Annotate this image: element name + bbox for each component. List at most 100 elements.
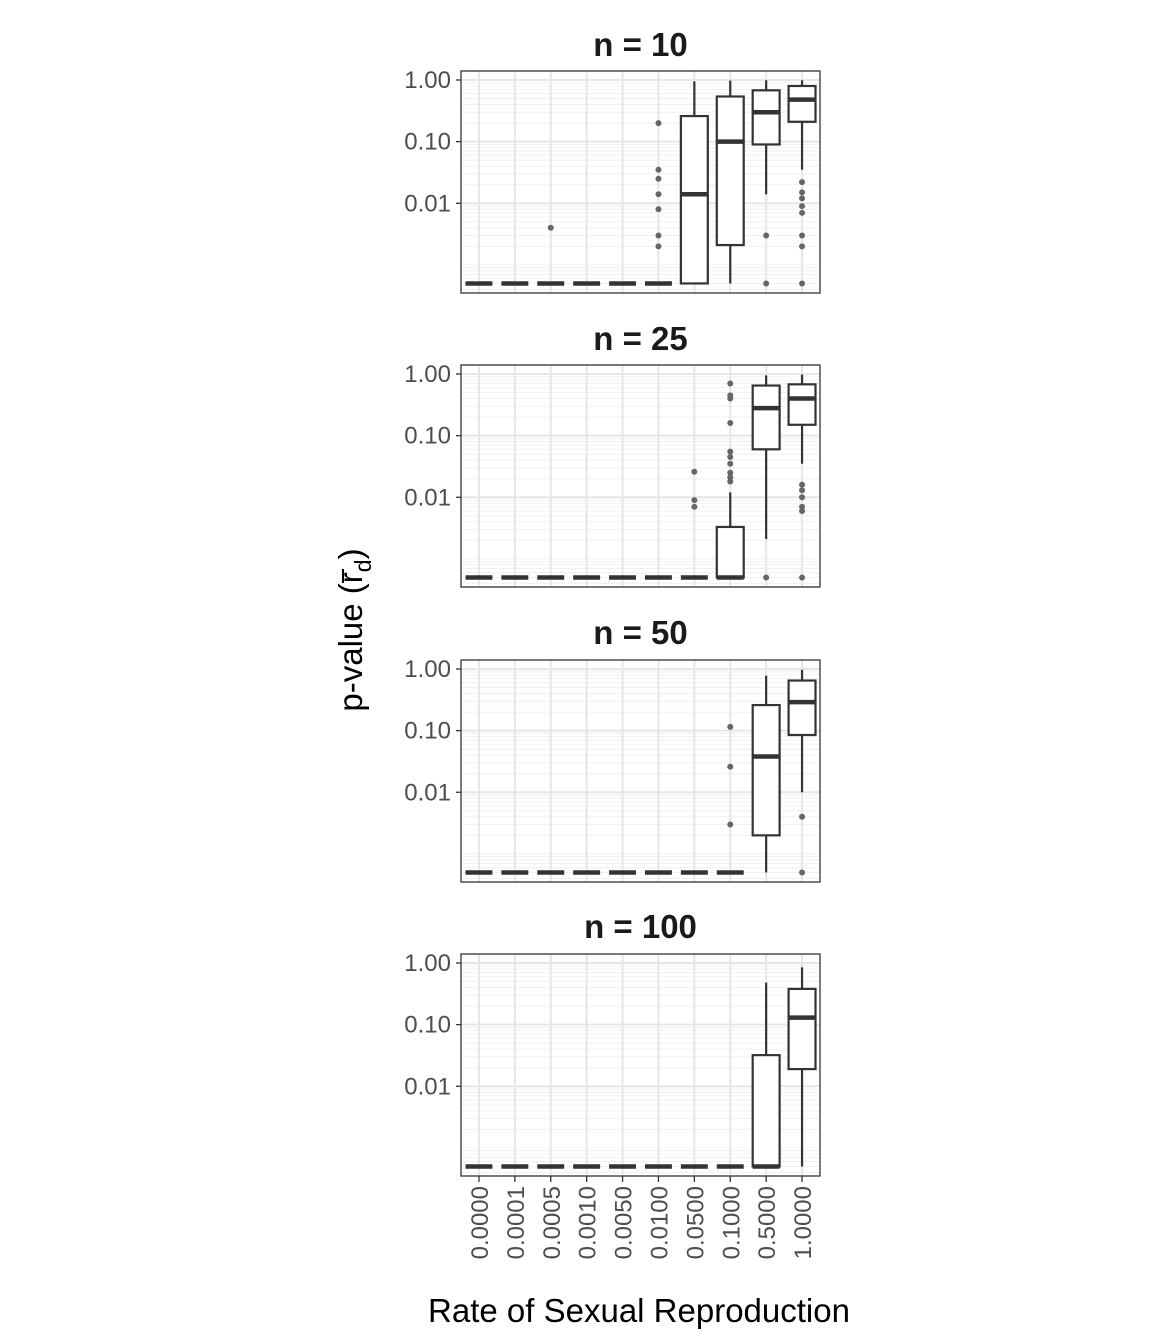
x-tick-label: 1.0000 [790, 1186, 817, 1259]
y-tick-label: 0.01 [404, 779, 451, 806]
outlier-point [799, 574, 806, 581]
y-tick-label: 1.00 [404, 67, 451, 94]
outlier-point [799, 189, 806, 196]
outlier-point [727, 763, 734, 770]
y-axis-label-close: ) [332, 548, 369, 559]
facet-panel: n = 100 0.01 0.10 1.00 [404, 908, 821, 1177]
box-body [751, 89, 781, 146]
outlier-point [799, 503, 806, 510]
box-0.1000 [715, 80, 745, 284]
y-tick-label: 0.01 [404, 484, 451, 511]
x-tick-label: 0.0000 [467, 1186, 494, 1259]
box-body [715, 95, 745, 247]
outlier-point [763, 574, 770, 581]
box-0.5000 [751, 675, 781, 873]
outlier-point [727, 821, 734, 828]
svg-text:p-value (rd): p-value (rd) [332, 548, 376, 711]
outlier-point [799, 243, 806, 250]
outlier-point [691, 468, 698, 475]
x-axis-ticks: 0.0000 0.0001 0.0005 0.0010 0.0050 0.0100 0.05… [467, 1176, 817, 1259]
outlier-point [799, 494, 806, 501]
outlier-point [727, 474, 734, 481]
box-1.0000 [787, 80, 817, 287]
x-tick-label: 0.5000 [754, 1186, 781, 1259]
x-tick-label: 0.0100 [646, 1186, 673, 1259]
y-tick-label: 0.10 [404, 718, 451, 745]
outlier-point [691, 497, 698, 504]
outlier-point [691, 503, 698, 510]
outlier-point [727, 478, 734, 485]
box-body [787, 679, 817, 737]
x-tick-label: 0.1000 [718, 1186, 745, 1259]
box-0.5000 [751, 80, 781, 287]
box-1.0000 [787, 374, 817, 581]
outlier-point [547, 224, 554, 231]
panel-frame [460, 364, 821, 588]
outlier-point [655, 166, 662, 173]
outlier-point [655, 191, 662, 198]
y-tick-label: 0.01 [404, 1073, 451, 1100]
box-0.1000 [715, 380, 745, 580]
outlier-point [799, 195, 806, 202]
box-body [787, 383, 817, 426]
box-0.0500 [680, 468, 708, 580]
outlier-point [799, 481, 806, 488]
x-axis-label: Rate of Sexual Reproduction [428, 1292, 850, 1329]
panel-frame [460, 953, 821, 1177]
box-body [787, 84, 817, 123]
panel-title: n = 10 [593, 26, 687, 63]
outlier-point [727, 448, 734, 455]
x-tick-label: 0.0005 [539, 1186, 566, 1259]
outlier-point [763, 232, 770, 239]
x-tick-label: 0.0010 [575, 1186, 602, 1259]
outlier-point [727, 469, 734, 476]
outlier-point [799, 813, 806, 820]
panel-title: n = 100 [584, 908, 697, 945]
outlier-point [655, 243, 662, 250]
outlier-point [727, 460, 734, 467]
outlier-point [799, 280, 806, 287]
outlier-point [727, 723, 734, 730]
y-tick-label: 1.00 [404, 950, 451, 977]
panel-frame [460, 659, 821, 883]
outlier-point [799, 869, 806, 876]
panel-frame [460, 70, 821, 294]
box-0.5000 [751, 375, 781, 581]
box-body [751, 384, 781, 451]
box-1.0000 [787, 669, 817, 876]
outlier-point [727, 380, 734, 387]
box-0.5000 [751, 982, 781, 1169]
y-tick-label: 0.01 [404, 190, 451, 217]
y-tick-label: 1.00 [404, 361, 451, 388]
box-body [787, 987, 817, 1071]
panel-title: n = 25 [593, 320, 687, 357]
box-0.0005 [537, 224, 565, 286]
y-axis-label-symbol: r [332, 572, 369, 583]
outlier-point [655, 120, 662, 127]
outlier-point [799, 203, 806, 210]
facet-panel: n = 25 0.01 0.10 1.00 [404, 320, 821, 588]
x-tick-label: 0.0050 [611, 1186, 638, 1259]
outlier-point [799, 179, 806, 186]
x-tick-label: 0.0500 [682, 1186, 709, 1259]
outlier-point [799, 232, 806, 239]
outlier-point [799, 209, 806, 216]
box-1.0000 [787, 967, 817, 1167]
outlier-point [799, 507, 806, 514]
y-tick-label: 0.10 [404, 1012, 451, 1039]
outlier-point [727, 454, 734, 461]
outlier-point [799, 487, 806, 494]
outlier-point [655, 206, 662, 213]
y-axis-label: p-value (rd) [332, 548, 376, 711]
y-tick-label: 0.10 [404, 129, 451, 156]
outlier-point [655, 232, 662, 239]
facet-panel: n = 10 0.01 0.10 1.00 [404, 26, 821, 294]
outlier-point [655, 175, 662, 182]
box-0.0100 [644, 120, 672, 286]
box-body [751, 703, 781, 837]
y-tick-label: 0.10 [404, 423, 451, 450]
facet-panel: n = 50 0.01 0.10 1.00 [404, 614, 821, 883]
y-axis-label-main: p-value ( [332, 583, 369, 711]
box-body [751, 1054, 781, 1168]
